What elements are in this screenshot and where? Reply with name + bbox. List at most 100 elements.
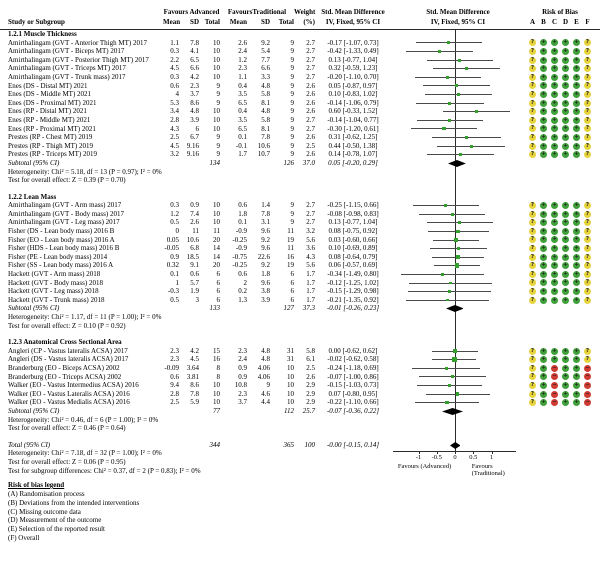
sd-advanced: 6.7 — [190, 133, 199, 142]
overall-effect-note-text: Test for overall effect: Z = 0.46 (P = 0… — [8, 424, 126, 433]
sd-traditional: 9.6 — [261, 244, 270, 253]
study-plot-cell — [391, 244, 525, 253]
rob-unclear-icon: ? — [584, 253, 591, 261]
effect-marker — [456, 229, 460, 234]
total-advanced: 10 — [213, 398, 220, 407]
rob-low-icon: + — [573, 142, 580, 150]
study-name: Prestes (RP - Chest MT) 2019 — [8, 133, 93, 142]
rob-low-icon: + — [573, 227, 580, 235]
total-advanced: 134 — [209, 158, 221, 167]
total-traditional: 9 — [290, 201, 295, 210]
rob-low-icon: + — [562, 99, 569, 107]
study-row: Hackett (GVT - Body mass) 2018 1 5.7 6 2 9.6 6… — [0, 279, 600, 288]
total-traditional: 10 — [287, 398, 294, 407]
study-plot-cell — [391, 373, 525, 382]
effect-marker — [465, 67, 469, 71]
rob-low-icon: + — [540, 373, 547, 381]
sd-traditional: 1.8 — [261, 270, 270, 279]
study-plot-cell — [391, 150, 525, 159]
study-name: Enes (RP - Proximal MT) 2021 — [8, 124, 96, 133]
pooled-plot-cell — [391, 407, 525, 416]
rob-unclear-icon: ? — [529, 99, 536, 107]
risk-of-bias-cell: ? + + + +? — [525, 99, 595, 108]
smd-value: 0.14 [-0.78, 1.07] — [328, 150, 378, 159]
mean-traditional: 6.5 — [238, 98, 247, 107]
study-plot-cell — [391, 64, 525, 73]
mean-advanced: 9.4 — [170, 381, 179, 390]
mean-advanced: 0.6 — [170, 372, 179, 381]
rob-low-icon: + — [540, 73, 547, 81]
mean-traditional: 2.3 — [238, 346, 247, 355]
rob-low-icon: + — [540, 219, 547, 227]
overall-effect-note: Test for overall effect: Z = 0.10 (P = 0… — [0, 322, 600, 331]
sd-traditional: 4.06 — [257, 363, 270, 372]
rob-unclear-icon: ? — [584, 151, 591, 159]
mean-traditional: 0.1 — [238, 218, 247, 227]
rob-low-icon: + — [551, 65, 558, 73]
legend-item: (F) Overall — [8, 533, 40, 542]
study-name: Enes (DS - Middle MT) 2021 — [8, 90, 92, 99]
rob-high-icon: − — [551, 390, 558, 398]
study-name: Amirthalingam (GVT - Posterior Thigh MT)… — [8, 55, 149, 64]
sd-advanced: 7.4 — [190, 209, 199, 218]
sd-advanced: 0.9 — [190, 201, 199, 210]
forest-rows: 1.2.1 Muscle Thickness Amirthalingam (GVT… — [0, 30, 600, 475]
header-spacer — [0, 7, 163, 17]
rob-low-icon: + — [540, 151, 547, 159]
mean-traditional: 2 — [243, 278, 248, 287]
rob-column-letter: C — [551, 18, 558, 26]
rob-high-icon: − — [584, 381, 591, 389]
smd-value: -0.02 [-0.62, 0.58] — [327, 355, 379, 364]
effect-marker — [446, 75, 450, 79]
subtotal-label: Subtotal (95% CI) — [8, 304, 60, 313]
mean-traditional: -0.9 — [235, 227, 247, 236]
smd-value: 0.08 [-0.75, 0.92] — [328, 227, 378, 236]
total-traditional: 9 — [290, 38, 295, 47]
sd-advanced: 7.8 — [190, 389, 199, 398]
header-sd-1: SD — [190, 18, 199, 26]
subtotal-row: Subtotal (95% CI) 77 112 25.7 -0.07 [-0.36, … — [0, 407, 600, 416]
total-advanced: 10 — [213, 38, 220, 47]
total-advanced: 6 — [216, 278, 221, 287]
header-weight: Weight — [294, 8, 316, 16]
study-plot-cell — [391, 73, 525, 82]
risk-of-bias-cell: ? + + + +? — [525, 347, 595, 356]
rob-low-icon: + — [573, 245, 580, 253]
study-row: Amirthalingam (GVT - Trunk mass) 2017 0.3… — [0, 73, 600, 82]
sd-traditional: 3.9 — [261, 295, 270, 304]
rob-low-icon: + — [551, 47, 558, 55]
mean-advanced: 0.05 — [166, 235, 179, 244]
risk-of-bias-cell: ? + − + + − — [525, 390, 595, 399]
sd-advanced: 5.9 — [190, 398, 199, 407]
legend-title: Risk of bias legend — [8, 481, 65, 489]
rob-low-icon: + — [551, 245, 558, 253]
total-row: Total (95% CI) 344 365 100 -0.00 [-0.15, 0.1… — [0, 441, 600, 450]
study-plot-cell — [391, 236, 525, 245]
risk-of-bias-cell: ? + + + +? — [525, 287, 595, 296]
study-name: Enes (RP - Distal MT) 2021 — [8, 107, 87, 116]
total-advanced: 10 — [213, 218, 220, 227]
rob-unclear-icon: ? — [529, 381, 536, 389]
total-traditional: 9 — [290, 81, 295, 90]
sd-traditional: 9.6 — [261, 278, 270, 287]
rob-column-letter: B — [541, 18, 546, 26]
rob-low-icon: + — [540, 142, 547, 150]
rob-high-icon: − — [551, 399, 558, 407]
rob-low-icon: + — [573, 364, 580, 372]
rob-column-letter: A — [529, 18, 536, 26]
sd-traditional: 3.3 — [261, 72, 270, 81]
smd-value: -0.14 [-1.04, 0.77] — [327, 115, 379, 124]
rob-low-icon: + — [551, 142, 558, 150]
effect-marker — [449, 281, 452, 285]
smd-value: 0.10 [-0.69, 0.89] — [328, 244, 378, 253]
sd-traditional: 4.8 — [261, 107, 270, 116]
rob-low-icon: + — [573, 296, 580, 304]
total-advanced: 344 — [209, 440, 221, 449]
weight-pct: 1.7 — [306, 287, 315, 296]
total-advanced: 11 — [213, 227, 220, 236]
mean-traditional: 1.7 — [238, 150, 247, 159]
total-traditional: 9 — [290, 124, 295, 133]
rob-low-icon: + — [551, 279, 558, 287]
rob-low-icon: + — [573, 56, 580, 64]
total-advanced: 8 — [216, 363, 221, 372]
